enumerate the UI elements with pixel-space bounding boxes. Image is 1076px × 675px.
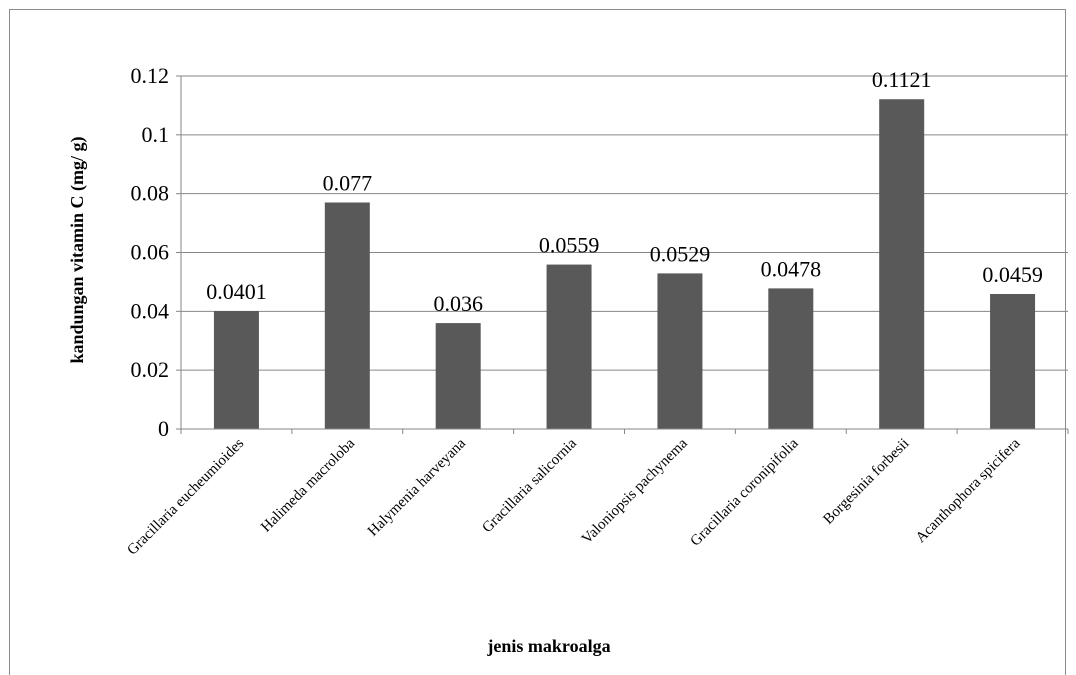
data-label: 0.0401 [206,279,267,304]
x-tick-label: Borgesinia forbesii [820,436,912,528]
x-tick-label: Gracillaria coronipifolia [688,435,802,549]
y-tick-label: 0.02 [131,357,170,382]
x-tick-label: Halymenia harveyana [365,435,469,539]
data-label: 0.1121 [872,67,932,92]
bar [879,99,925,429]
bar [435,323,481,429]
y-tick-label: 0 [158,416,169,441]
y-tick-label: 0.04 [131,298,170,323]
x-tick-label: Acanthophora spicifera [913,435,1024,546]
x-tick-label: Gracillaria salicornia [479,435,580,536]
bar [657,273,703,429]
bar [546,264,592,429]
data-labels: 0.0401 0.077 0.036 0.0559 0.0529 0.0478 0.1121… [206,67,1043,316]
x-tick-label: Gracillaria eucheumioides [124,435,247,558]
data-label: 0.077 [323,170,373,195]
x-tick-labels: Gracillaria eucheumioides Halimeda macrol… [124,435,1023,558]
y-tick-label: 0.08 [131,181,170,206]
data-label: 0.0529 [650,241,711,266]
y-tick-labels: 0 0.02 0.04 0.06 0.08 0.1 0.12 [131,63,170,441]
data-label: 0.036 [433,291,483,316]
x-tick-label: Halimeda macroloba [258,435,358,535]
data-label: 0.0559 [539,233,600,258]
bar [768,288,814,429]
bar [324,202,370,429]
bar [990,293,1036,429]
data-label: 0.0459 [982,262,1043,287]
y-tick-label: 0.06 [131,240,170,265]
data-label: 0.0478 [761,256,822,281]
gridlines [181,75,1068,371]
x-tick-label: Valoniopsis pachynema [579,435,691,547]
y-axis-title: kandungan vitamin C (mg/ g) [67,136,88,363]
axes [176,75,1069,434]
y-tick-label: 0.12 [131,63,170,88]
bar [213,311,259,429]
chart-frame [9,9,1066,675]
bars [213,99,1036,429]
x-axis-title: jenis makroalga [486,636,610,656]
y-tick-label: 0.1 [142,122,170,147]
